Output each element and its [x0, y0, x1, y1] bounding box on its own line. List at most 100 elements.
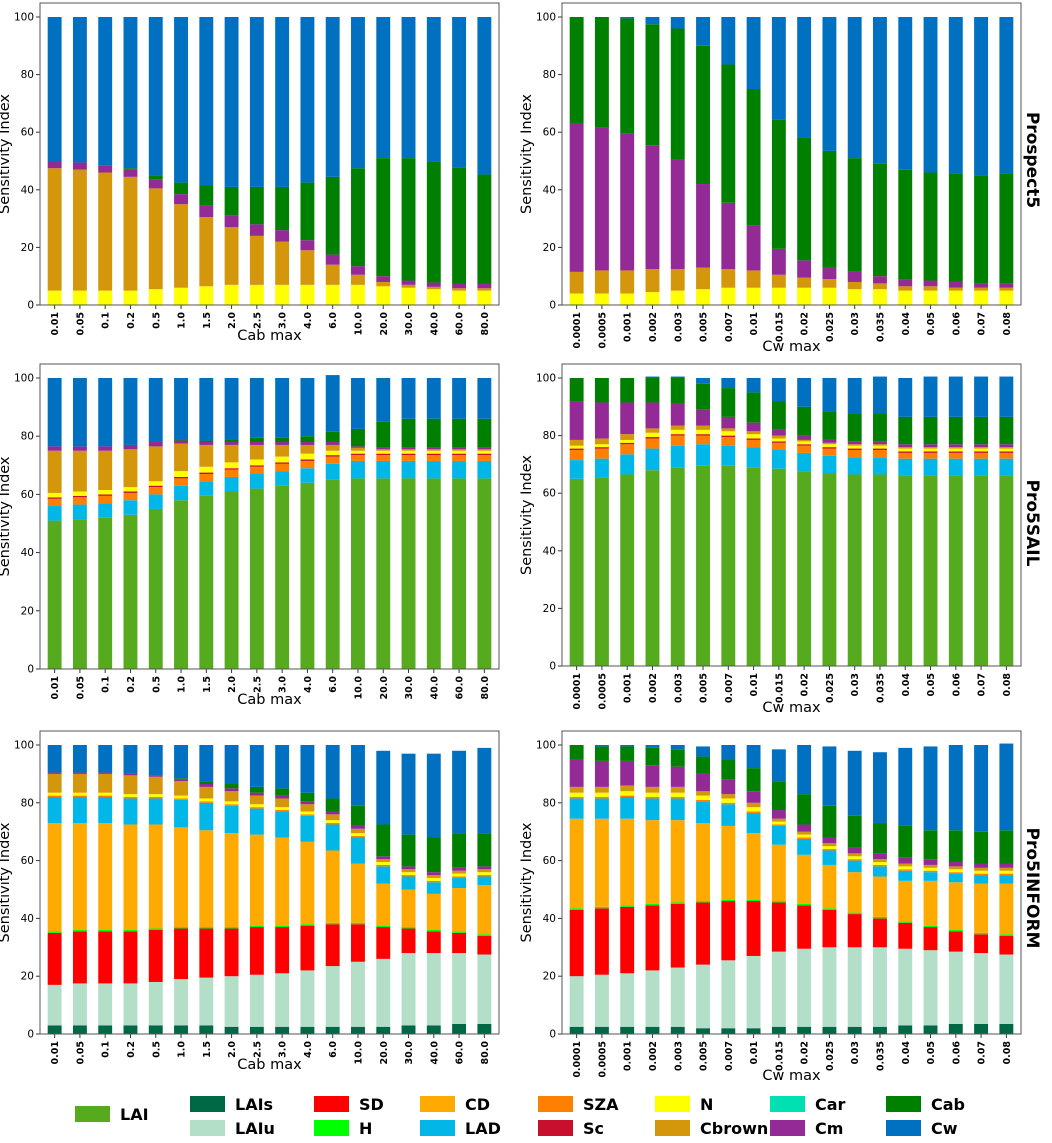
bar-segment-sza — [401, 875, 416, 877]
bar-segment-lais — [401, 1025, 416, 1034]
bar-segment-cbrown — [974, 287, 989, 291]
x-tick-label: 0.2 — [126, 1041, 137, 1058]
bar-segment-sc — [351, 453, 365, 456]
bar-segment-cm — [452, 283, 467, 289]
bar-segment-cm — [477, 283, 492, 289]
bar-segment-lad — [594, 798, 609, 819]
x-tick-label: 0.003 — [673, 673, 684, 703]
bar-segment-cm — [72, 162, 87, 170]
bar-segment-cbrown — [797, 277, 812, 288]
x-tick-label: 3.0 — [278, 312, 289, 329]
bar-segment-cw — [376, 17, 391, 159]
bar-segment-h — [999, 934, 1014, 936]
bar-segment-n — [72, 792, 87, 796]
bar-segment-cw — [275, 745, 290, 789]
bar-segment-lad — [224, 476, 239, 492]
x-axis-label: Cab max — [237, 1057, 302, 1073]
bar-segment-cw — [771, 749, 786, 782]
bar-segment-cab — [376, 421, 391, 448]
bar-segment-cw — [847, 378, 862, 414]
bar-segment-cm — [376, 276, 391, 282]
bar-segment-cm — [72, 446, 87, 451]
bar-segment-n — [47, 792, 62, 796]
x-tick-label: 0.0001 — [572, 312, 583, 349]
bar-segment-h — [174, 927, 188, 929]
bar-segment-laiu — [746, 955, 761, 1029]
bar-segment-cw — [797, 17, 812, 138]
bar-segment-n — [898, 290, 913, 305]
bar-segment-n — [721, 287, 736, 305]
bar-segment-cw — [999, 743, 1014, 831]
x-tick-label: 2.5 — [252, 312, 263, 329]
bar-segment-cab — [249, 437, 264, 443]
bar-segment-h — [873, 916, 887, 919]
bar-segment-sc — [47, 497, 62, 499]
x-tick-label: 0.05 — [926, 673, 937, 696]
bar-segment-sd — [822, 909, 837, 948]
bar-segment-cm — [974, 283, 989, 288]
x-tick-label: 2.0 — [227, 1041, 238, 1058]
bar-segment-sc — [746, 438, 761, 440]
bar-segment-cm — [376, 447, 391, 450]
bar-segment-lais — [670, 1026, 685, 1034]
y-tick-label: 40 — [21, 913, 34, 925]
bar-segment-cw — [123, 378, 138, 445]
bar-segment-lad — [123, 798, 138, 825]
bar-segment-sza — [376, 455, 391, 461]
bar-segment-n — [620, 791, 635, 796]
bar-segment-sd — [72, 931, 87, 984]
bar-segment-cbrown — [300, 804, 315, 812]
bar-segment-sc — [569, 448, 584, 450]
bar-segment-h — [426, 929, 441, 932]
bar-segment-h — [847, 912, 862, 915]
bar-segment-cab — [696, 45, 710, 185]
bar-segment-sza — [569, 797, 584, 799]
bar-segment-n — [999, 448, 1014, 452]
bar-segment-lad — [72, 504, 87, 520]
bar-segment-n — [325, 820, 340, 824]
bar-segment-cbrown — [898, 863, 913, 867]
x-tick-label: 0.2 — [126, 676, 137, 693]
axes-frame — [561, 2, 1022, 306]
bar-segment-cab — [645, 378, 660, 403]
bar-segment-sza — [670, 435, 685, 446]
bar-segment-sza — [771, 824, 786, 826]
bar-segment-lais — [72, 1025, 87, 1034]
bar-segment-cab — [948, 173, 963, 282]
bar-segment-lad — [477, 460, 492, 479]
x-tick-label: 60.0 — [455, 1041, 466, 1065]
bar-segment-laiu — [148, 981, 163, 1026]
bar-segment-sza — [300, 814, 315, 816]
bar-segment-laiu — [174, 979, 188, 1026]
legend-label: SZA — [583, 1095, 619, 1114]
x-tick-label: 0.04 — [901, 1041, 912, 1065]
bar-segment-n — [401, 450, 416, 454]
x-tick-label: 0.015 — [774, 1041, 785, 1071]
bar-segment-sd — [797, 905, 812, 949]
y-tick-label: 20 — [543, 971, 556, 983]
bar-segment-lai — [98, 517, 113, 669]
y-tick-label: 0 — [27, 300, 34, 312]
bar-segment-sza — [873, 450, 887, 458]
bar-segment-lad — [746, 447, 761, 468]
bar-segment-cw — [376, 378, 391, 422]
bar-segment-lais — [594, 1026, 609, 1034]
bar-segment-cbrown — [746, 802, 761, 808]
bar-segment-cab — [620, 746, 635, 761]
bar-segment-cab — [376, 824, 391, 857]
bar-segment-cbrown — [847, 444, 862, 446]
bar-segment-n — [873, 862, 887, 865]
y-axis-label: Sensitivity Index — [0, 456, 13, 576]
bar-segment-cd — [696, 823, 710, 902]
bar-segment-cbrown — [174, 204, 188, 288]
bar-segment-lai — [148, 508, 163, 669]
bar-segment-lais — [275, 1026, 290, 1034]
bar-segment-cab — [771, 781, 786, 811]
bar-segment-sc — [376, 453, 391, 456]
axes-frame — [561, 363, 1022, 667]
bar-segment-sc — [620, 442, 635, 445]
x-tick-label: 0.0005 — [597, 312, 608, 349]
bar-segment-cm — [351, 825, 365, 829]
bar-segment-cw — [325, 17, 340, 177]
bar-segment-cd — [224, 833, 239, 928]
